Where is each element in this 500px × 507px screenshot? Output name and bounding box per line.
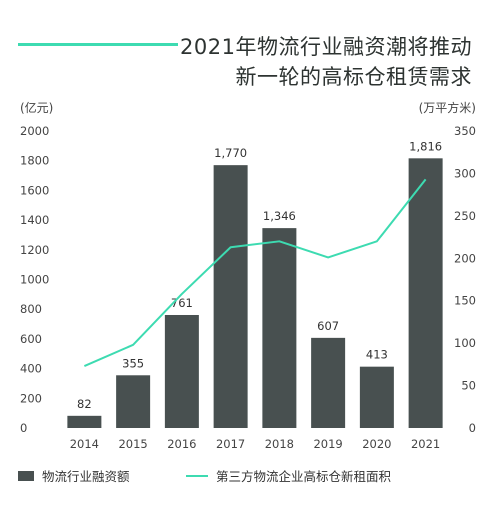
legend-label-area: 第三方物流企业高标仓新租面积 bbox=[216, 469, 392, 484]
bar-label-2020: 413 bbox=[366, 348, 388, 362]
bar-2014 bbox=[67, 415, 102, 428]
legend-line-swatch bbox=[186, 474, 208, 477]
bar-label-2017: 1,770 bbox=[214, 146, 247, 160]
x-tick-2017: 2017 bbox=[216, 437, 245, 451]
title-line-1: 2021年物流行业融资潮将推动 bbox=[180, 35, 472, 59]
right-tick-300: 300 bbox=[454, 166, 476, 180]
right-axis-ticks: 0 50 100 150 200 250 300 350 bbox=[454, 124, 476, 435]
legend-label-financing: 物流行业融资额 bbox=[42, 469, 130, 484]
right-tick-200: 200 bbox=[454, 251, 476, 265]
right-tick-0: 0 bbox=[469, 421, 476, 435]
right-tick-250: 250 bbox=[454, 209, 476, 223]
bar-2016 bbox=[164, 314, 199, 428]
right-axis-unit: (万平方米) bbox=[419, 100, 476, 115]
x-tick-2015: 2015 bbox=[118, 437, 147, 451]
title-accent-line bbox=[18, 43, 178, 46]
right-tick-150: 150 bbox=[454, 294, 476, 308]
bar-2021 bbox=[408, 158, 443, 428]
legend-item-financing: 物流行业融资额 bbox=[18, 466, 130, 485]
bar-2018 bbox=[262, 228, 297, 428]
left-tick-2000: 2000 bbox=[20, 124, 49, 138]
area-line bbox=[83, 178, 427, 367]
left-axis-ticks: 0 200 400 600 800 1000 1200 1400 1600 1800 2000 bbox=[20, 124, 49, 435]
right-tick-350: 350 bbox=[454, 124, 476, 138]
bar-label-2014: 82 bbox=[77, 397, 92, 411]
x-tick-2021: 2021 bbox=[411, 437, 440, 451]
area-series-line bbox=[83, 178, 427, 367]
left-tick-600: 600 bbox=[20, 332, 42, 346]
left-tick-1600: 1600 bbox=[20, 183, 49, 197]
x-tick-2019: 2019 bbox=[313, 437, 342, 451]
right-tick-100: 100 bbox=[454, 336, 476, 350]
x-tick-2016: 2016 bbox=[167, 437, 196, 451]
bar-label-2019: 607 bbox=[317, 319, 339, 333]
x-tick-2014: 2014 bbox=[70, 437, 99, 451]
left-tick-400: 400 bbox=[20, 362, 42, 376]
left-tick-1000: 1000 bbox=[20, 273, 49, 287]
x-axis-ticks: 2014 2015 2016 2017 2018 2019 2020 2021 bbox=[70, 437, 441, 451]
bars bbox=[67, 158, 443, 428]
combo-chart: (亿元) (万平方米) 0200400600800100012001400160… bbox=[20, 100, 476, 451]
left-tick-1400: 1400 bbox=[20, 213, 49, 227]
right-tick-50: 50 bbox=[461, 379, 476, 393]
left-tick-0: 0 bbox=[20, 421, 27, 435]
legend-item-area: 第三方物流企业高标仓新租面积 bbox=[186, 466, 391, 485]
x-tick-2018: 2018 bbox=[265, 437, 294, 451]
bar-2017 bbox=[213, 165, 248, 428]
left-axis-unit: (亿元) bbox=[20, 100, 53, 115]
left-tick-1800: 1800 bbox=[20, 154, 49, 168]
x-tick-2020: 2020 bbox=[362, 437, 391, 451]
chart-title: 2021年物流行业融资潮将推动 新一轮的高标仓租赁需求 bbox=[0, 28, 500, 89]
left-tick-800: 800 bbox=[20, 302, 42, 316]
bar-2015 bbox=[116, 375, 151, 428]
bar-2020 bbox=[359, 366, 394, 428]
legend-bar-swatch bbox=[18, 470, 34, 481]
bar-label-2021: 1,816 bbox=[409, 139, 442, 153]
bar-label-2015: 355 bbox=[122, 356, 144, 370]
left-tick-200: 200 bbox=[20, 391, 42, 405]
bar-label-2018: 1,346 bbox=[263, 209, 296, 223]
left-tick-1200: 1200 bbox=[20, 243, 49, 257]
title-line-2: 新一轮的高标仓租赁需求 bbox=[235, 65, 472, 89]
legend: 物流行业融资额 第三方物流企业高标仓新租面积 bbox=[0, 466, 500, 486]
bar-2019 bbox=[311, 337, 346, 428]
